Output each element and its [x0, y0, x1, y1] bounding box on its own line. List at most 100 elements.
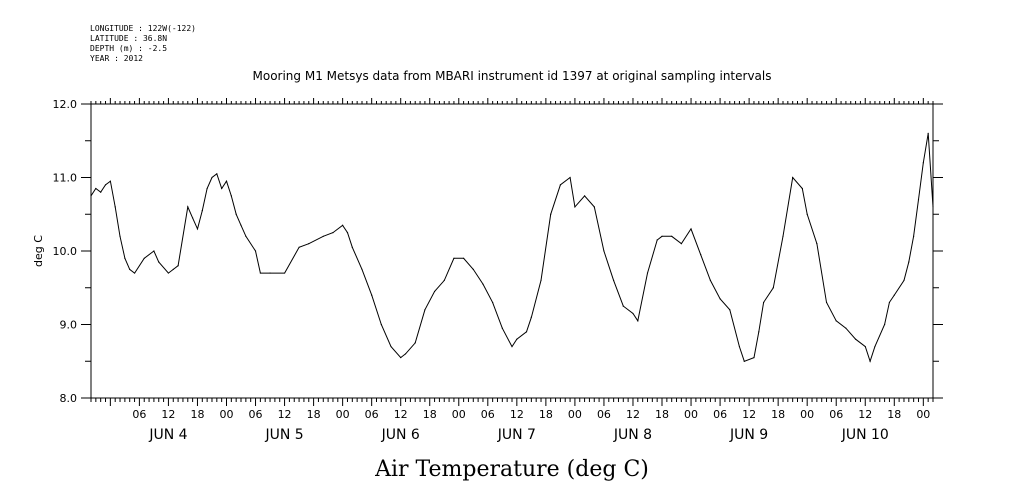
data-point — [153, 250, 155, 252]
data-point — [192, 217, 194, 219]
longitude-label: LONGITUDE : 122W(-122) — [90, 24, 196, 33]
x-tick-label: 18 — [539, 408, 553, 421]
data-point — [158, 261, 160, 263]
data-point — [254, 250, 257, 252]
data-point — [332, 232, 334, 234]
data-point — [482, 283, 484, 285]
data-point — [583, 195, 586, 197]
y-axis-label: deg C — [32, 235, 45, 267]
data-point — [646, 272, 649, 274]
data-point — [637, 320, 639, 322]
data-point — [559, 184, 561, 186]
x-day-label: JUN 5 — [264, 427, 303, 443]
data-point — [380, 323, 382, 326]
data-point — [196, 228, 199, 230]
data-point — [472, 268, 474, 270]
data-point — [221, 187, 223, 190]
x-day-label: JUN 8 — [613, 427, 652, 443]
data-point — [119, 235, 121, 237]
data-point — [129, 268, 131, 270]
x-tick-label: 06 — [132, 408, 146, 421]
chart-title: Mooring M1 Metsys data from MBARI instru… — [253, 69, 772, 83]
data-point — [632, 312, 634, 315]
data-point — [540, 279, 542, 281]
data-point — [854, 338, 857, 340]
x-tick-label: 18 — [307, 408, 321, 421]
data-point — [240, 224, 242, 226]
data-point — [453, 257, 455, 259]
y-tick-label: 9.0 — [60, 319, 78, 332]
data-point — [177, 265, 179, 267]
data-point — [661, 235, 663, 237]
data-point — [308, 243, 310, 245]
x-tick-label: 00 — [800, 408, 814, 421]
x-day-label: JUN 10 — [841, 427, 889, 443]
data-point — [845, 327, 847, 329]
data-point — [772, 287, 774, 289]
x-tick-label: 18 — [423, 408, 437, 421]
x-day-label: JUN 4 — [148, 427, 187, 443]
x-axis-label: Air Temperature (deg C) — [374, 457, 649, 482]
x-day-label: JUN 6 — [381, 427, 420, 443]
data-point — [187, 206, 189, 208]
x-tick-label: 00 — [684, 408, 698, 421]
data-point — [893, 294, 895, 296]
data-point — [283, 272, 286, 274]
data-point — [90, 195, 92, 197]
data-point — [371, 294, 373, 296]
x-tick-label: 18 — [887, 408, 901, 421]
data-point — [738, 345, 741, 348]
x-tick-label: 00 — [336, 408, 350, 421]
data-point — [569, 176, 571, 179]
data-point — [530, 316, 532, 318]
x-tick-label: 12 — [394, 408, 408, 421]
data-point — [656, 239, 658, 241]
data-point — [143, 257, 145, 259]
x-tick-label: 06 — [481, 408, 495, 421]
data-point — [806, 213, 808, 215]
data-point — [298, 246, 300, 248]
y-tick-label: 8.0 — [60, 392, 78, 405]
data-point — [269, 272, 271, 274]
data-point — [690, 228, 692, 230]
data-point — [211, 176, 213, 179]
data-point — [109, 180, 111, 182]
data-point — [414, 342, 416, 344]
data-point — [424, 309, 426, 311]
data-point — [758, 331, 760, 333]
data-point — [114, 206, 116, 208]
y-tick-label: 10.0 — [53, 245, 78, 258]
data-point — [913, 235, 915, 237]
data-point — [884, 323, 886, 326]
data-point — [869, 360, 871, 362]
data-point — [525, 331, 528, 333]
data-point — [404, 353, 407, 355]
x-tick-label: 00 — [916, 408, 930, 421]
data-point — [753, 356, 755, 359]
x-tick-label: 12 — [626, 408, 640, 421]
x-tick-label: 00 — [568, 408, 582, 421]
x-day-label: JUN 7 — [497, 427, 536, 443]
x-tick-label: 06 — [365, 408, 379, 421]
data-point — [511, 345, 513, 348]
data-point — [700, 254, 702, 256]
data-point — [167, 272, 170, 274]
data-point — [516, 338, 518, 340]
data-point — [245, 235, 247, 237]
data-point — [719, 298, 721, 300]
data-point — [593, 206, 595, 208]
data-point — [95, 187, 97, 190]
data-point — [463, 257, 465, 259]
x-tick-label: 06 — [249, 408, 263, 421]
data-point — [574, 206, 576, 208]
x-day-label: JUN 9 — [729, 427, 768, 443]
x-tick-label: 12 — [858, 408, 872, 421]
x-tick-label: 18 — [190, 408, 204, 421]
data-point — [225, 180, 228, 182]
data-point — [400, 356, 402, 359]
data-point — [322, 235, 324, 237]
x-tick-label: 18 — [771, 408, 785, 421]
data-point — [816, 243, 818, 245]
data-point — [104, 184, 107, 186]
axes: 06 12 18 00 06 12 18 00 06 12 18 00 06 12 18 00 06 12 18 00… — [53, 98, 943, 443]
